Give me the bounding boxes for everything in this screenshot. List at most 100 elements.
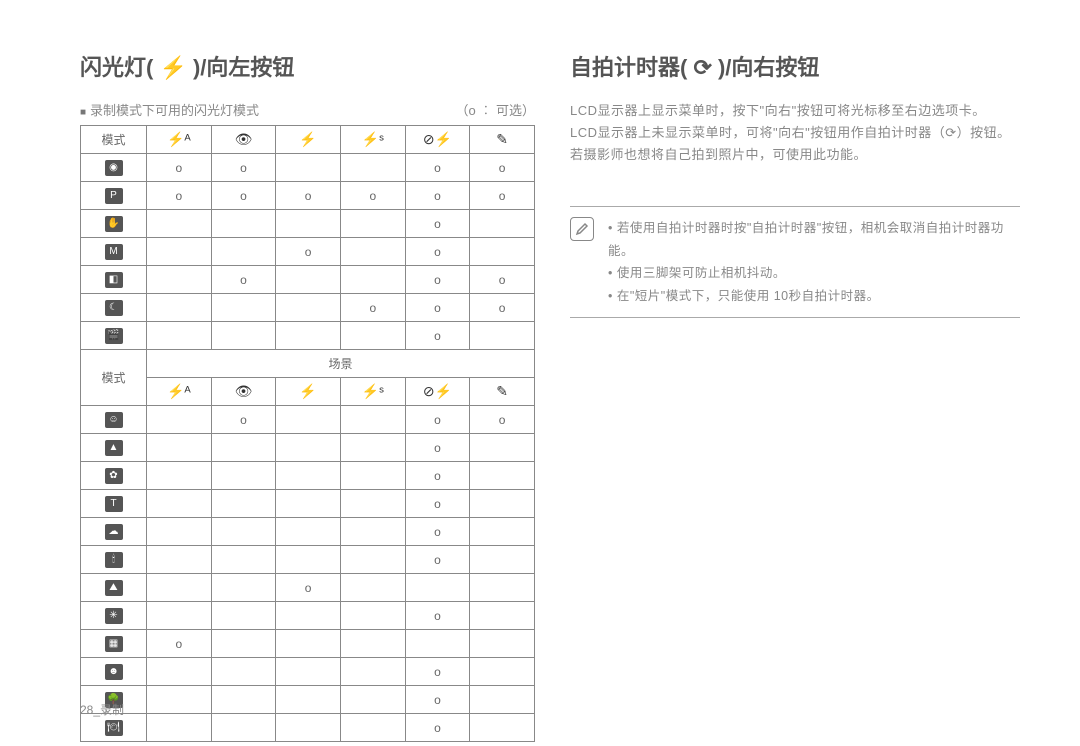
table-cell: o — [211, 182, 276, 210]
table-cell — [470, 686, 535, 714]
table-cell — [470, 322, 535, 350]
table-cell: o — [405, 686, 470, 714]
table-cell — [470, 658, 535, 686]
table-cell — [470, 546, 535, 574]
table-cell — [211, 714, 276, 742]
col-mode-header: 模式 — [81, 126, 147, 154]
table-cell — [147, 686, 212, 714]
table-cell — [147, 322, 212, 350]
mode-icon-cell: ◧ — [81, 266, 147, 294]
mode-icon-cell: ✳ — [81, 602, 147, 630]
table-cell — [211, 462, 276, 490]
table-cell — [340, 434, 405, 462]
table-cell: o — [405, 406, 470, 434]
table-cell: o — [276, 238, 341, 266]
table-cell — [211, 686, 276, 714]
table-cell: o — [470, 154, 535, 182]
table-cell: o — [147, 182, 212, 210]
table-cell — [147, 266, 212, 294]
table-cell — [211, 210, 276, 238]
left-title: 闪光灯( ⚡ )/向左按钮 — [80, 50, 535, 82]
table-cell — [276, 714, 341, 742]
legend: （o ︰ 可选） — [456, 100, 535, 119]
table-cell — [211, 602, 276, 630]
table-cell — [211, 518, 276, 546]
table-cell — [147, 490, 212, 518]
flash-col-header-icon: ⚡ᴬ — [147, 126, 212, 154]
table-cell — [340, 238, 405, 266]
flash-col-header-icon: ⚡ˢ — [340, 378, 405, 406]
mode-icon-cell: M — [81, 238, 147, 266]
table-cell: o — [470, 182, 535, 210]
page-footer: 28_录制 — [80, 701, 124, 718]
table-cell — [276, 546, 341, 574]
flash-col-header-icon: ⚡ — [276, 126, 341, 154]
table-cell — [470, 518, 535, 546]
mode-icon-cell: ☺ — [81, 406, 147, 434]
table-cell — [147, 462, 212, 490]
table-row: Mo o — [81, 238, 535, 266]
table-cell: o — [470, 406, 535, 434]
table-row: ▦o — [81, 630, 535, 658]
table-cell — [340, 490, 405, 518]
table-cell — [276, 490, 341, 518]
table-cell — [147, 294, 212, 322]
flash-col-header-icon: ✎ — [470, 126, 535, 154]
table-cell: o — [405, 154, 470, 182]
table-cell — [211, 294, 276, 322]
flash-col-header-icon: ⚡ˢ — [340, 126, 405, 154]
mode-icon-cell: 🎬 — [81, 322, 147, 350]
table-cell: o — [211, 154, 276, 182]
table-cell — [211, 434, 276, 462]
table-cell — [211, 322, 276, 350]
mode-icon-cell: ✋ — [81, 210, 147, 238]
flash-col-header-icon: ⚡ — [276, 378, 341, 406]
mode-icon-cell: ▦ — [81, 630, 147, 658]
flash-col-header-icon: ⚡ᴬ — [147, 378, 212, 406]
left-subheader: ■录制模式下可用的闪光灯模式 （o ︰ 可选） — [80, 100, 535, 119]
mode-icon-cell: ▲ — [81, 434, 147, 462]
table-cell — [340, 266, 405, 294]
table-cell — [340, 210, 405, 238]
table-cell — [147, 658, 212, 686]
table-cell — [147, 518, 212, 546]
mode-icon-cell: ☻ — [81, 658, 147, 686]
table-cell: o — [276, 574, 341, 602]
pencil-icon — [570, 217, 594, 241]
table-cell: o — [276, 182, 341, 210]
table-cell: o — [405, 294, 470, 322]
table-row: ⛰o — [81, 574, 535, 602]
table-cell: o — [470, 266, 535, 294]
table-cell — [340, 154, 405, 182]
table-row: 🕯o — [81, 546, 535, 574]
table-cell: o — [405, 658, 470, 686]
table-cell: o — [340, 182, 405, 210]
table-row: 🌳o — [81, 686, 535, 714]
table-row: ✿o — [81, 462, 535, 490]
table-row: ☺ooo — [81, 406, 535, 434]
table-cell: o — [405, 238, 470, 266]
mode-icon-cell: P — [81, 182, 147, 210]
table-cell: o — [405, 490, 470, 518]
note-list: 若使用自拍计时器时按"自拍计时器"按钮，相机会取消自拍计时器功能。使用三脚架可防… — [608, 217, 1020, 307]
table-cell — [340, 714, 405, 742]
table-cell — [147, 714, 212, 742]
table-cell — [147, 602, 212, 630]
right-para-1: LCD显示器上显示菜单时，按下"向右"按钮可将光标移至右边选项卡。 — [570, 100, 1020, 122]
table-cell — [276, 154, 341, 182]
table-cell — [340, 322, 405, 350]
table-cell: o — [405, 714, 470, 742]
mode-icon-cell: T — [81, 490, 147, 518]
table-cell — [276, 210, 341, 238]
table-cell — [470, 238, 535, 266]
table-cell — [276, 266, 341, 294]
table-cell — [147, 210, 212, 238]
table-row: ▲o — [81, 434, 535, 462]
table-cell — [470, 462, 535, 490]
table-cell: o — [211, 406, 276, 434]
right-title: 自拍计时器( ⟳ )/向右按钮 — [570, 50, 1020, 82]
table-cell — [340, 686, 405, 714]
note-item: 在"短片"模式下，只能使用 10秒自拍计时器。 — [608, 285, 1020, 308]
table-cell — [340, 658, 405, 686]
table-cell — [340, 546, 405, 574]
